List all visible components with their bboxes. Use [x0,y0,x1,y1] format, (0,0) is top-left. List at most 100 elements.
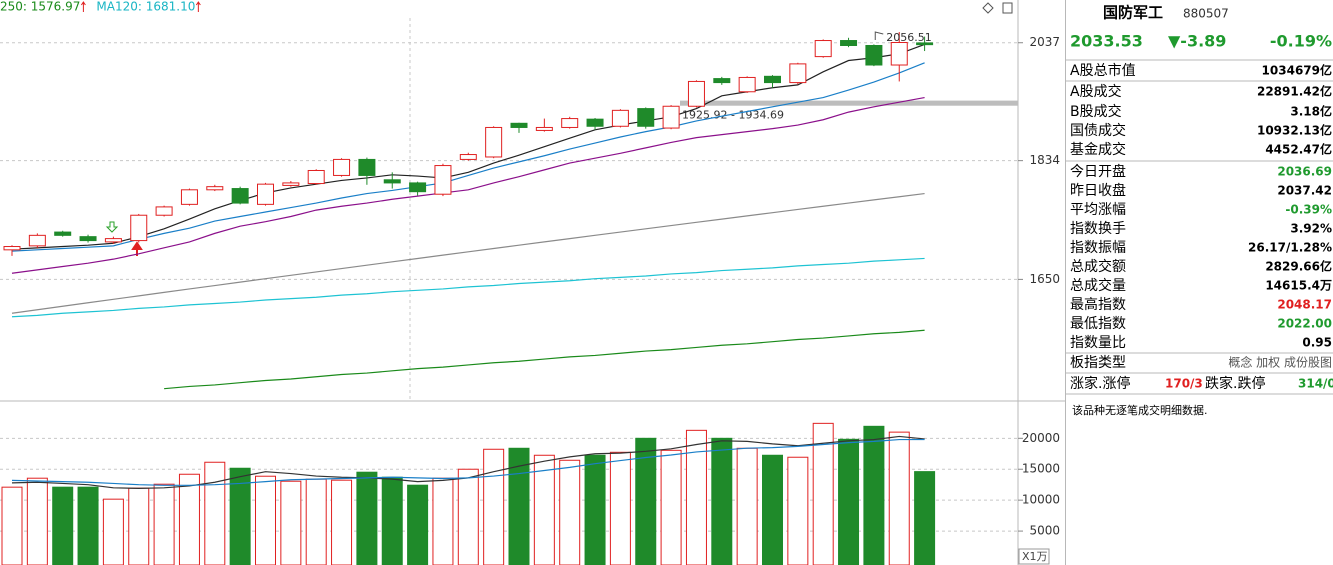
candle-body [333,158,351,176]
change-percent: -0.19% [1270,32,1332,51]
row-value: 14615.4万 [1265,279,1332,293]
volume-bar [128,487,150,565]
row-value: 2037.42 [1277,184,1332,198]
row-label: 最低指数 [1070,316,1126,332]
volume-bar [331,479,353,565]
candle-body [535,126,553,131]
row-value: 2829.66亿 [1265,259,1332,274]
volume-bar [584,454,606,565]
toolbar-icons[interactable] [982,2,1013,14]
candle-body [865,44,883,66]
candle-body [231,188,249,204]
max-flag [874,31,884,41]
candle-body [738,76,756,93]
row-value: 概念 加权 成份股图 [1228,355,1332,370]
legend-entry: MA120: 1681.10 [96,0,195,14]
volume-bar [508,447,530,565]
candle-body [459,154,477,160]
row-value: 2022.00 [1277,317,1332,331]
row-label: 板指类型 [1070,355,1126,371]
volume-bar [305,478,327,565]
breadth-label: 涨家.涨停 [1070,375,1130,392]
breadth-value: 314/0 [1298,377,1333,391]
row-value: 2048.17 [1277,298,1332,312]
volume-bar [888,431,910,565]
box-icon[interactable] [1002,2,1013,14]
volume-bar [407,484,429,565]
volume-bar [52,486,74,565]
candle-body [54,231,72,236]
price: 2033.53 [1070,32,1143,51]
volume-bar [863,425,885,565]
y-tick-label: 15000 [1022,462,1060,476]
row-label: 指数振幅 [1070,240,1126,256]
moving-average [11,192,925,314]
row-value: 3.18亿 [1290,104,1332,119]
candle-body [434,165,452,195]
candle-body [713,78,731,84]
row-label: 基金成交 [1070,141,1126,158]
candle-body [561,118,579,128]
row-value: 22891.42亿 [1257,84,1332,99]
candle-body [662,105,680,129]
max-label: 2056.51 [886,31,932,44]
moving-average [11,257,925,318]
volume-bar [356,471,378,565]
volume-bar [660,449,682,565]
volume-bar [812,422,834,565]
candle-body [79,236,97,242]
buy-signal [131,241,143,256]
candle-body [130,214,148,242]
row-label: 今日开盘 [1070,163,1126,180]
volume-unit: X1万 [1022,550,1048,563]
row-label: 国债成交 [1070,122,1126,139]
sell-signal [105,221,119,233]
candle-body [637,108,655,127]
gap-band [680,100,1018,106]
legend-arrow [195,1,201,12]
y-tick-label: 10000 [1022,493,1060,507]
volume-bar [736,447,758,565]
candle-body [409,182,427,193]
row-label: 指数换手 [1070,220,1126,237]
row-label: 平均涨幅 [1070,202,1126,218]
row-label: 最高指数 [1070,296,1126,313]
row-value: -0.39% [1285,203,1332,217]
volume-bar [1,486,23,565]
volume-bar [711,437,733,565]
legend-arrow [80,1,86,12]
volume-bar [914,471,936,565]
volume-bar [483,448,505,565]
row-label: A股总市值 [1070,62,1136,79]
candle-body [358,158,376,176]
volume-average [11,438,925,486]
volume-bar [533,454,555,565]
volume-bar [280,480,302,565]
candle-body [485,126,503,158]
candle-body [586,118,604,127]
volume-bar [77,486,99,565]
volume-bar [838,438,860,565]
y-tick-label: 1834 [1029,153,1060,167]
change: ▼-3.89 [1168,32,1226,51]
candle-body [814,40,832,58]
y-tick-label: 20000 [1022,431,1060,445]
row-value: 26.17/1.28% [1248,241,1332,255]
moving-average [11,96,925,274]
candle-body [257,183,274,205]
diamond-icon[interactable] [982,2,994,14]
row-value: 0.95 [1302,336,1332,350]
volume-bar [457,468,479,565]
candle-body [789,63,807,84]
row-value: 2036.69 [1277,165,1332,179]
legend-entry: 250: 1576.97 [0,0,80,14]
candle-body [510,122,528,128]
volume-bar [432,477,454,565]
candle-body [916,42,934,46]
row-label: 指数量比 [1070,335,1126,351]
candle-body [307,169,325,185]
row-label: B股成交 [1070,103,1122,120]
volume-bar [787,456,809,565]
